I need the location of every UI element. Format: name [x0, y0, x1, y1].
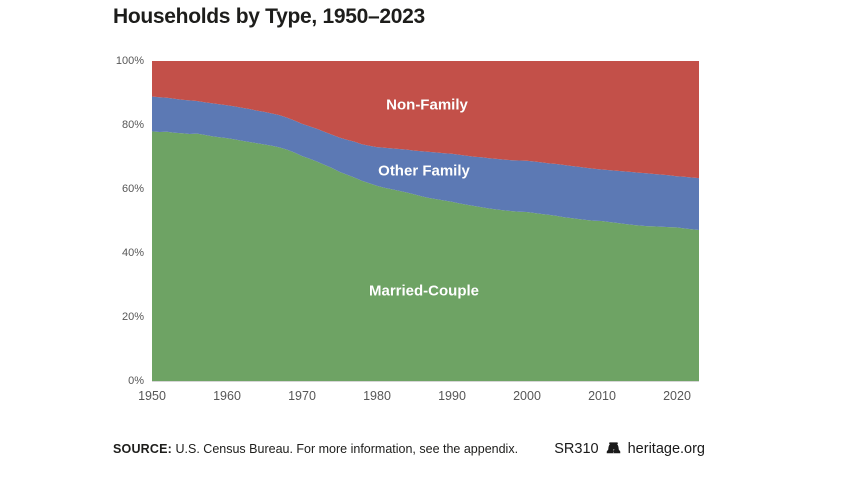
x-tick-label: 2020 — [663, 389, 691, 403]
x-tick-label: 1960 — [213, 389, 241, 403]
brand-block: SR310 heritage.org — [554, 441, 705, 457]
y-tick-label: 20% — [121, 311, 144, 323]
report-id: SR310 — [554, 441, 599, 457]
source-note: SOURCE: U.S. Census Bureau. For more inf… — [113, 442, 518, 456]
x-tick-label: 1980 — [363, 389, 391, 403]
chart-title: Households by Type, 1950–2023 — [113, 5, 425, 28]
series-label-other-family: Other Family — [378, 162, 470, 180]
area-married-couple — [152, 131, 699, 381]
y-tick-label: 60% — [121, 183, 144, 195]
area-other-family — [152, 96, 699, 230]
area-non-family — [152, 61, 699, 179]
liberty-bell-icon — [606, 441, 621, 457]
y-tick-label: 40% — [121, 247, 144, 259]
x-tick-label: 2000 — [513, 389, 541, 403]
stacked-area-chart: Non-Family Other Family Married-Couple — [152, 61, 699, 382]
footer: SOURCE: U.S. Census Bureau. For more inf… — [113, 441, 705, 457]
y-tick-label: 100% — [115, 55, 144, 67]
x-tick-label: 1950 — [138, 389, 166, 403]
x-tick-label: 2010 — [588, 389, 616, 403]
stacked-area-svg — [152, 61, 699, 381]
x-tick-label: 1970 — [288, 389, 316, 403]
x-tick-label: 1990 — [438, 389, 466, 403]
source-text: U.S. Census Bureau. For more information… — [172, 442, 519, 456]
brand-domain: heritage.org — [627, 441, 705, 457]
series-label-non-family: Non-Family — [386, 96, 468, 114]
series-label-married-couple: Married-Couple — [368, 282, 480, 300]
y-tick-label: 80% — [121, 119, 144, 131]
y-tick-label: 0% — [128, 375, 144, 387]
source-label: SOURCE: — [113, 442, 173, 456]
